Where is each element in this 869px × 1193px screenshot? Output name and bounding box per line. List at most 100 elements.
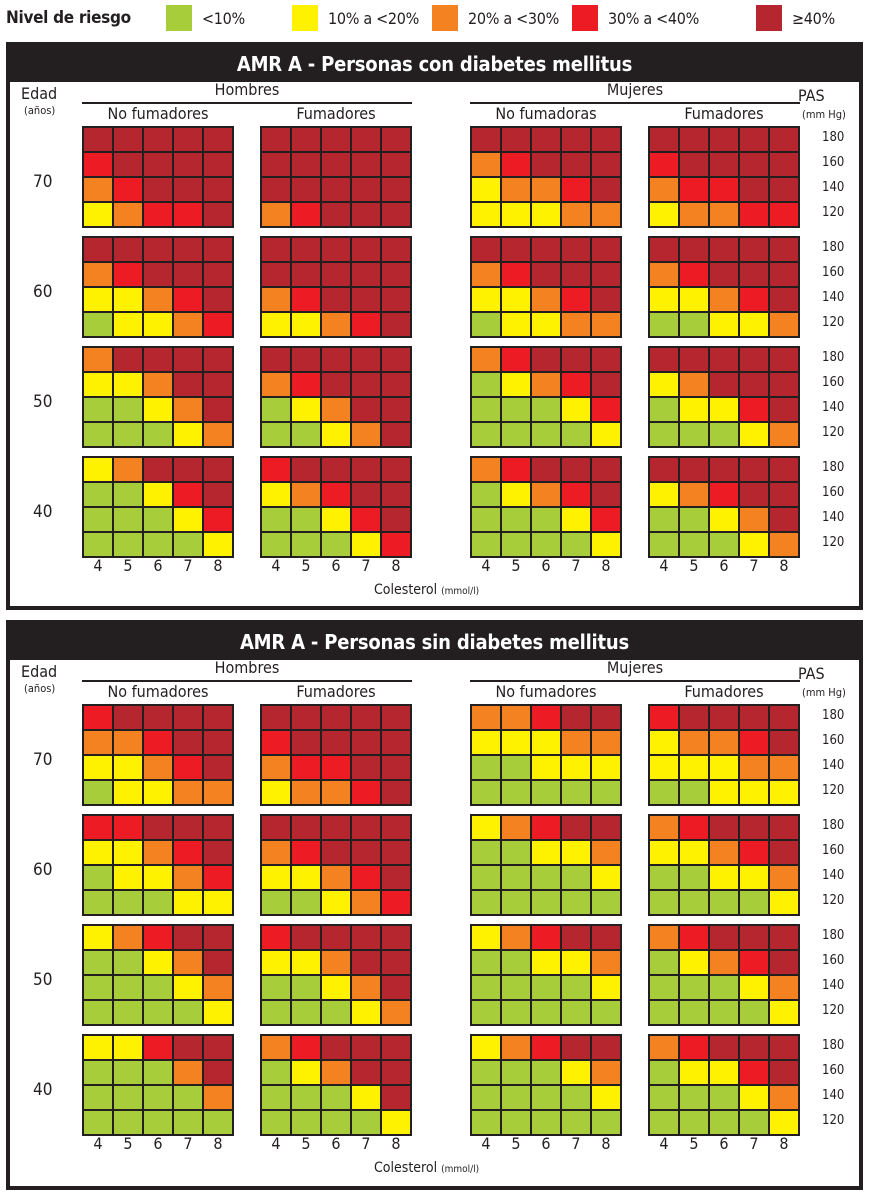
risk-grid <box>260 1034 412 1136</box>
risk-cell <box>322 458 350 481</box>
pas-tick: 180 <box>822 1038 845 1053</box>
risk-cell <box>292 891 320 914</box>
risk-cell <box>472 203 500 226</box>
legend-label: <10% <box>202 8 245 28</box>
risk-cell <box>532 423 560 446</box>
risk-cell <box>532 1036 560 1059</box>
risk-panel: AMR A - Personas con diabetes mellitus Ed… <box>6 42 863 610</box>
risk-cell <box>502 1086 530 1109</box>
risk-cell <box>710 841 738 864</box>
cholesterol-unit: (mmol/l) <box>441 1164 480 1175</box>
pas-tick: 120 <box>822 1003 845 1018</box>
risk-grid <box>82 924 234 1026</box>
risk-cell <box>562 1086 590 1109</box>
risk-cell <box>650 238 678 261</box>
risk-grid <box>82 1034 234 1136</box>
risk-cell <box>740 483 768 506</box>
legend-label: 20% a <30% <box>468 8 560 28</box>
risk-cell <box>532 508 560 531</box>
pas-tick: 180 <box>822 240 845 255</box>
risk-cell <box>532 483 560 506</box>
risk-cell <box>144 756 172 779</box>
risk-cell <box>502 1061 530 1084</box>
risk-cell <box>710 1061 738 1084</box>
risk-cell <box>352 203 380 226</box>
risk-cell <box>174 891 202 914</box>
risk-cell <box>710 1086 738 1109</box>
risk-cell <box>352 841 380 864</box>
risk-cell <box>174 178 202 201</box>
risk-cell <box>292 483 320 506</box>
risk-cell <box>650 1061 678 1084</box>
risk-cell <box>592 891 620 914</box>
smoking-header: No fumadoras <box>495 104 597 123</box>
risk-cell <box>710 373 738 396</box>
cholesterol-tick: 5 <box>301 556 311 575</box>
pas-tick: 160 <box>822 485 845 500</box>
risk-cell <box>114 866 142 889</box>
risk-grid <box>470 924 622 1026</box>
smoking-header: No fumadores <box>495 682 597 701</box>
edad-label: Edad <box>21 662 58 681</box>
risk-cell <box>740 926 768 949</box>
risk-cell <box>292 423 320 446</box>
pas-label: PAS <box>798 664 825 683</box>
risk-cell <box>114 483 142 506</box>
risk-cell <box>352 756 380 779</box>
cholesterol-tick: 6 <box>153 556 163 575</box>
risk-cell <box>382 706 410 729</box>
risk-cell <box>562 238 590 261</box>
risk-grid <box>648 346 800 448</box>
legend-item-20-30: 20% a <30% <box>432 5 559 31</box>
risk-cell <box>740 263 768 286</box>
risk-cell <box>650 178 678 201</box>
risk-grid <box>648 924 800 1026</box>
risk-cell <box>204 976 232 999</box>
risk-cell <box>562 128 590 151</box>
risk-cell <box>114 816 142 839</box>
risk-cell <box>472 238 500 261</box>
risk-cell <box>144 153 172 176</box>
risk-cell <box>740 1111 768 1134</box>
risk-cell <box>770 128 798 151</box>
risk-grid <box>82 456 234 558</box>
risk-cell <box>292 533 320 556</box>
risk-cell <box>502 398 530 421</box>
risk-grid <box>648 456 800 558</box>
risk-cell <box>472 398 500 421</box>
cholesterol-tick: 5 <box>511 556 521 575</box>
pas-tick: 140 <box>822 978 845 993</box>
risk-cell <box>292 1111 320 1134</box>
pas-tick: 120 <box>822 535 845 550</box>
risk-cell <box>84 1086 112 1109</box>
risk-cell <box>382 841 410 864</box>
pas-tick: 180 <box>822 460 845 475</box>
risk-cell <box>84 128 112 151</box>
risk-cell <box>710 238 738 261</box>
risk-cell <box>562 756 590 779</box>
risk-cell <box>352 1086 380 1109</box>
risk-cell <box>322 891 350 914</box>
risk-cell <box>144 891 172 914</box>
risk-cell <box>770 866 798 889</box>
risk-cell <box>770 1086 798 1109</box>
risk-cell <box>114 1036 142 1059</box>
age-label: 50 <box>33 392 53 412</box>
risk-cell <box>322 976 350 999</box>
risk-cell <box>472 1036 500 1059</box>
risk-cell <box>472 458 500 481</box>
smoking-header: Fumadores <box>296 682 376 701</box>
risk-cell <box>352 706 380 729</box>
risk-cell <box>204 951 232 974</box>
risk-cell <box>680 373 708 396</box>
cholesterol-tick: 8 <box>779 1134 789 1153</box>
risk-cell <box>562 731 590 754</box>
risk-cell <box>650 1086 678 1109</box>
risk-cell <box>562 1111 590 1134</box>
risk-cell <box>84 926 112 949</box>
risk-cell <box>592 866 620 889</box>
risk-cell <box>84 483 112 506</box>
risk-cell <box>562 891 590 914</box>
risk-cell <box>84 178 112 201</box>
risk-cell <box>322 153 350 176</box>
